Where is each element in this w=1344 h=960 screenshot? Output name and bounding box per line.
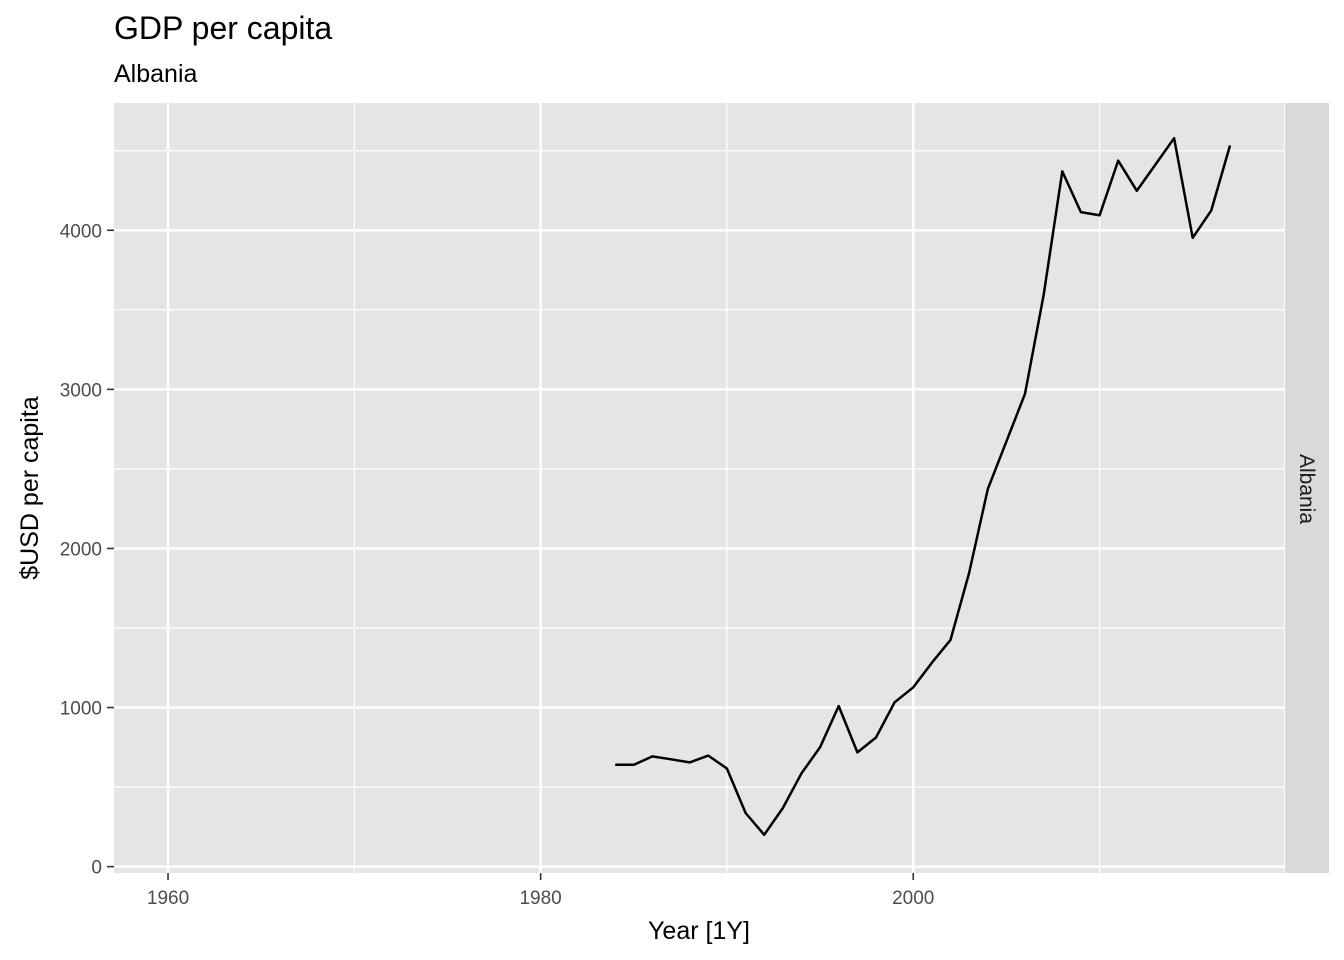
facet-strip	[1285, 103, 1329, 873]
x-tick-label: 2000	[892, 888, 934, 909]
y-tick-label: 0	[91, 858, 102, 879]
y-tick-label: 4000	[60, 221, 102, 242]
y-axis-title: $USD per capita	[16, 396, 44, 580]
plot-panel	[114, 103, 1284, 873]
chart-subtitle: Albania	[114, 60, 197, 88]
facet-strip-label: Albania	[1295, 454, 1318, 524]
y-tick-label: 2000	[60, 539, 102, 560]
y-axis: 0 1000 2000 3000 4000	[60, 221, 114, 879]
data-line-group	[615, 136, 1232, 837]
chart-title: GDP per capita	[114, 10, 332, 46]
x-axis-title: Year [1Y]	[648, 917, 750, 945]
grid-major	[114, 103, 1284, 873]
y-tick-label: 1000	[60, 699, 102, 720]
gdp-line	[615, 136, 1232, 837]
y-tick-label: 3000	[60, 380, 102, 401]
x-tick-label: 1980	[519, 888, 561, 909]
x-axis: 1960 1980 2000	[147, 873, 934, 909]
x-tick-label: 1960	[147, 888, 189, 909]
